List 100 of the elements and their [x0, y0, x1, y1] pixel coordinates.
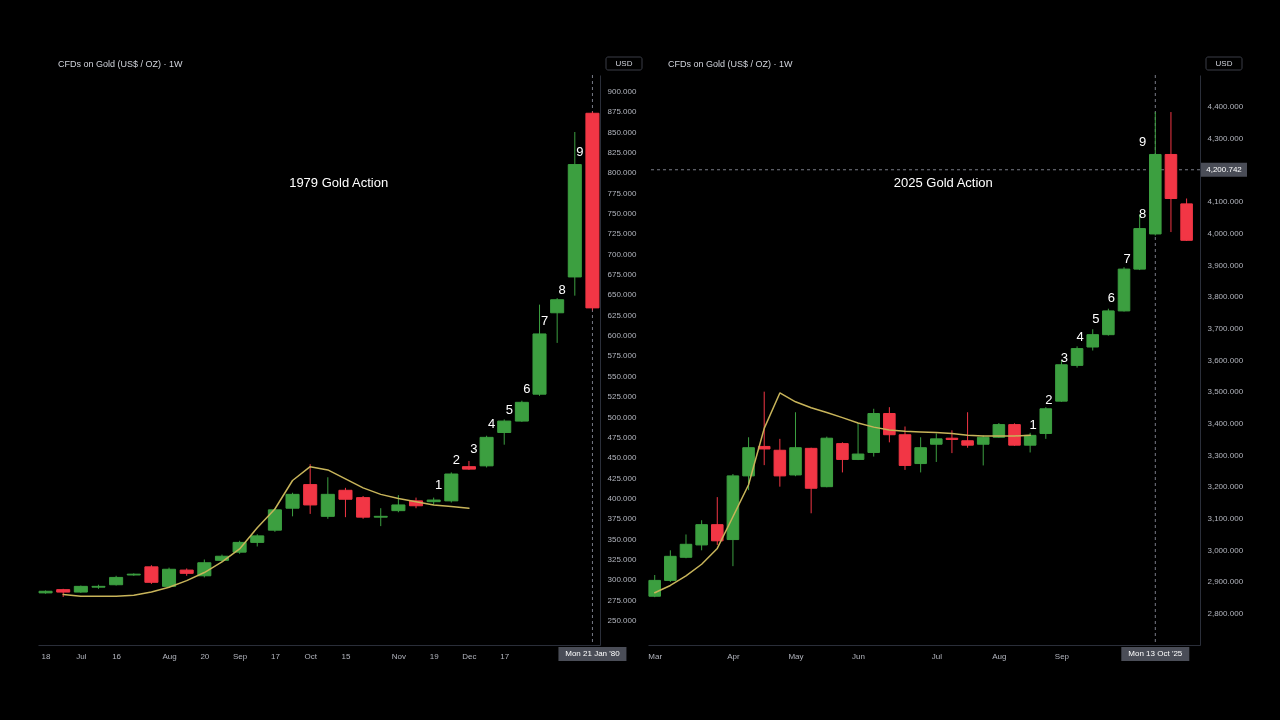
x-tick-label: Aug — [162, 651, 177, 661]
y-tick-label: 425.000 — [607, 473, 637, 483]
x-tick-label: Nov — [391, 651, 406, 661]
candlestick — [1023, 432, 1037, 453]
candlestick — [930, 432, 943, 463]
y-tick-label: 825.000 — [607, 147, 637, 157]
annotation: 3 — [1060, 349, 1069, 365]
annotation: 5 — [505, 401, 513, 417]
y-tick-label: 3,600.000 — [1207, 355, 1244, 365]
candlestick — [883, 406, 896, 443]
annotation: 2 — [1045, 392, 1053, 408]
chart-title: CFDs on Gold (US$ / OZ) · 1W — [668, 59, 794, 69]
annotation: 6 — [523, 380, 531, 396]
x-tick-label: Jun — [852, 651, 866, 661]
annotation: 2025 Gold Action — [893, 175, 993, 191]
candlestick — [461, 460, 476, 471]
y-tick-label: 375.000 — [607, 514, 637, 524]
y-tick-label: 850.000 — [607, 127, 637, 137]
annotation: 1 — [435, 477, 443, 493]
y-tick-label: 350.000 — [607, 534, 637, 544]
y-tick-label: 775.000 — [607, 188, 637, 198]
x-tick-label: Sep — [233, 651, 248, 661]
candlestick — [356, 495, 371, 520]
candlestick — [1008, 422, 1021, 447]
y-tick-label: 900.000 — [607, 86, 637, 96]
y-tick-label: 675.000 — [607, 270, 637, 279]
x-tick-label: 16 — [112, 651, 122, 661]
y-tick-label: 3,300.000 — [1207, 450, 1244, 460]
y-tick-label: 400.000 — [607, 493, 637, 503]
y-tick-label: 525.000 — [607, 392, 637, 402]
annotation: 3 — [470, 440, 478, 456]
y-tick-label: 650.000 — [607, 290, 637, 300]
candlestick — [550, 297, 565, 344]
ref-line-label: Mon 13 Oct '25 — [1128, 649, 1183, 658]
candlestick — [320, 476, 335, 520]
candlestick — [1102, 308, 1115, 337]
y-tick-label: 2,800.000 — [1207, 608, 1244, 618]
y-tick-label: 600.000 — [607, 331, 637, 341]
x-tick-label: May — [788, 651, 804, 661]
annotation: 2 — [452, 452, 460, 468]
y-tick-label: 3,700.000 — [1207, 323, 1244, 333]
candlestick — [285, 492, 300, 517]
ref-line-label: 4,200.742 — [1206, 164, 1243, 174]
y-tick-label: 275.000 — [607, 595, 637, 605]
annotation: 4 — [488, 416, 496, 432]
y-tick-label: 550.000 — [607, 371, 637, 381]
candlestick — [851, 422, 865, 461]
y-tick-label: 625.000 — [607, 310, 637, 320]
annotation: 1 — [1029, 416, 1037, 432]
y-tick-label: 575.000 — [607, 351, 637, 361]
y-tick-label: 700.000 — [607, 249, 637, 259]
y-tick-label: 750.000 — [607, 208, 637, 218]
annotation: 9 — [576, 143, 584, 159]
candlestick — [836, 441, 849, 473]
y-tick-label: 325.000 — [607, 555, 637, 564]
candlestick — [914, 436, 927, 473]
annotation: 5 — [1092, 310, 1100, 326]
y-tick-label: 3,400.000 — [1207, 418, 1244, 428]
annotation: 1979 Gold Action — [289, 175, 389, 191]
y-tick-label: 875.000 — [607, 107, 637, 117]
candlestick — [961, 411, 974, 449]
x-tick-label: 19 — [429, 651, 440, 661]
x-tick-label: 20 — [200, 651, 210, 661]
y-tick-label: 800.000 — [607, 168, 637, 178]
candlestick — [1086, 328, 1100, 351]
y-tick-label: 3,000.000 — [1207, 545, 1244, 555]
y-tick-label: 4,300.000 — [1207, 133, 1244, 143]
x-tick-label: Sep — [1054, 651, 1070, 661]
x-tick-label: 17 — [270, 651, 281, 661]
x-tick-label: Aug — [992, 651, 1007, 661]
candlestick — [710, 496, 724, 546]
x-tick-label: Dec — [462, 651, 477, 661]
y-axis-title: USD — [615, 58, 633, 68]
candlestick — [497, 418, 512, 446]
y-tick-label: 4,400.000 — [1207, 102, 1244, 112]
candlestick — [695, 519, 708, 551]
x-tick-label: Jul — [931, 651, 943, 661]
annotation: 6 — [1107, 289, 1116, 305]
candlestick — [757, 391, 771, 466]
y-tick-label: 3,500.000 — [1207, 387, 1244, 397]
candlestick — [1070, 345, 1084, 369]
y-tick-label: 3,200.000 — [1207, 482, 1244, 492]
candlestick — [945, 429, 959, 454]
y-tick-label: 4,100.000 — [1207, 197, 1244, 207]
chart-title: CFDs on Gold (US$ / OZ) · 1W — [58, 59, 184, 69]
y-axis-title: USD — [1215, 58, 1233, 68]
y-tick-label: 3,800.000 — [1207, 292, 1244, 302]
y-tick-label: 500.000 — [607, 412, 637, 422]
x-tick-label: Oct — [304, 651, 318, 661]
y-tick-label: 725.000 — [607, 229, 637, 239]
x-tick-label: Mar — [648, 651, 663, 661]
x-tick-label: 18 — [41, 651, 52, 661]
y-tick-label: 250.000 — [607, 616, 637, 626]
candlestick — [338, 487, 353, 518]
candlestick — [976, 434, 990, 466]
y-tick-label: 475.000 — [607, 432, 637, 442]
annotation: 8 — [558, 281, 566, 297]
x-tick-label: Jul — [76, 651, 87, 661]
y-tick-label: 3,900.000 — [1207, 260, 1244, 270]
annotation: 9 — [1139, 134, 1147, 150]
